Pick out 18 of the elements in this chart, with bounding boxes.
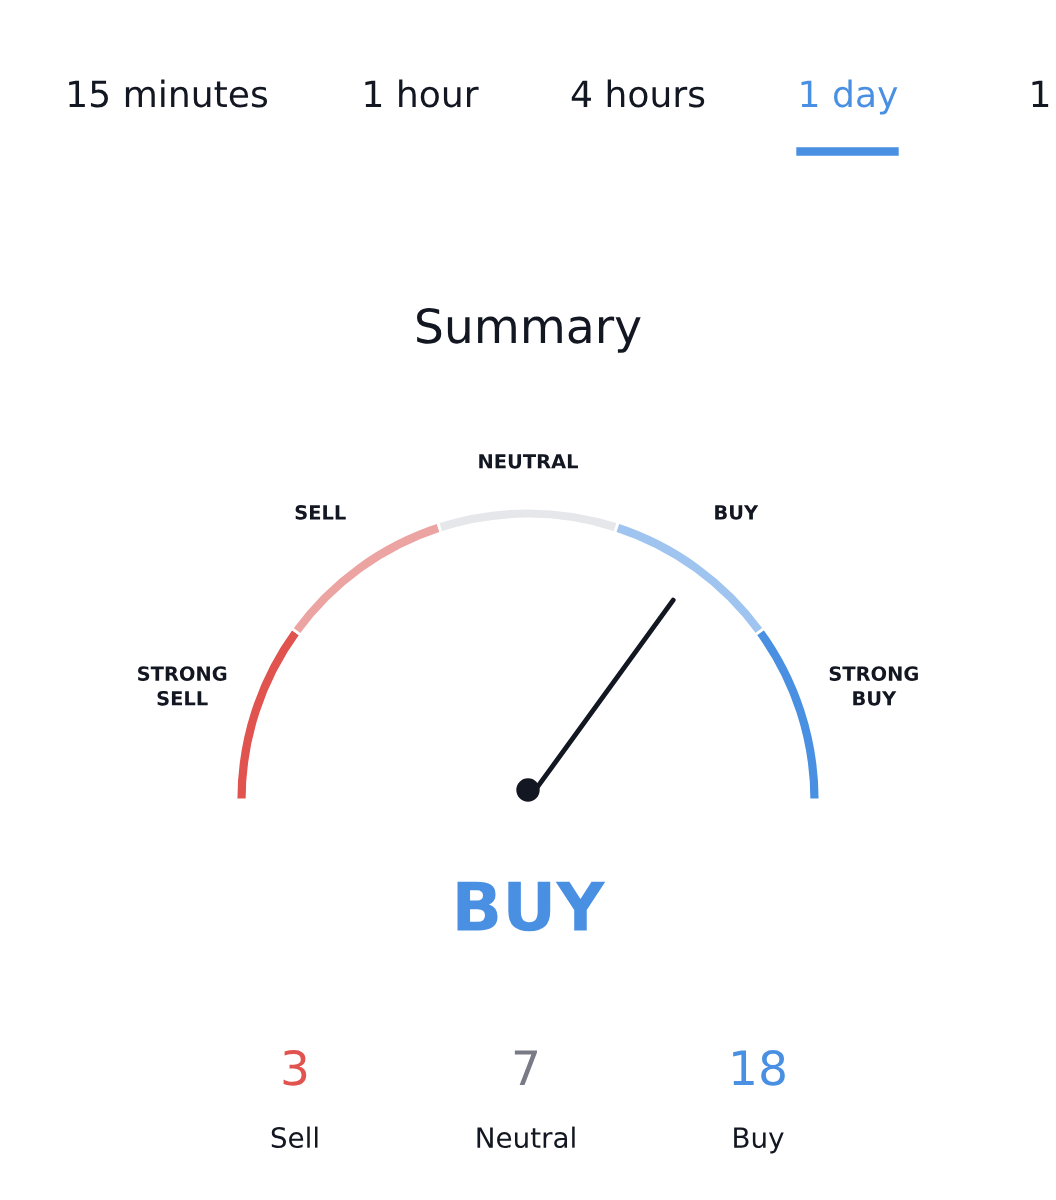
text: 3 — [283, 1049, 307, 1086]
text: Sell — [271, 1126, 318, 1149]
text: 4 hours — [571, 79, 705, 108]
text: 1 hour — [365, 79, 479, 108]
chart-title: Summary — [417, 307, 641, 353]
text: 15 minutes — [69, 79, 268, 108]
text: 1 — [1032, 80, 1049, 107]
text: Neutral — [477, 1126, 575, 1149]
slice-label: BUY — [715, 505, 759, 520]
text: 18 — [733, 1049, 785, 1086]
text: 7 — [514, 1050, 537, 1086]
slice-label: STRONG SELL — [138, 666, 227, 706]
slice-label: SELL — [295, 504, 346, 520]
text: Buy — [734, 1127, 784, 1154]
text: BUY — [457, 881, 606, 932]
slice-label: NEUTRAL — [479, 454, 578, 469]
text: 1 day — [801, 79, 898, 115]
slice-label: STRONG BUY — [829, 666, 918, 706]
